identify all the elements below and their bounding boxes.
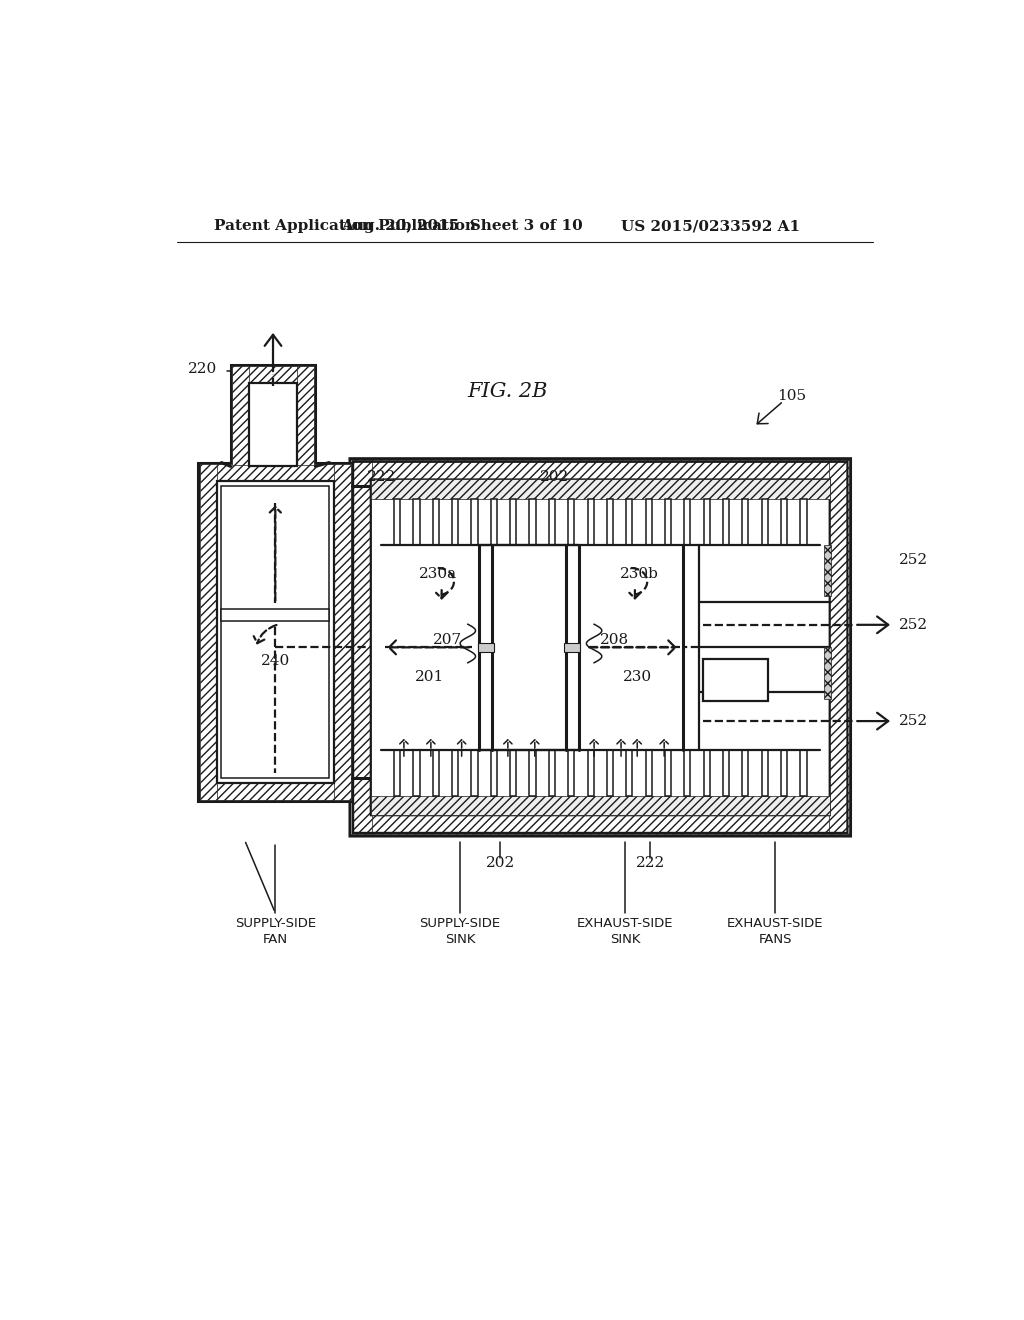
Bar [588,750,594,796]
Bar [607,750,613,796]
Bar [801,499,807,545]
Bar [723,750,729,796]
Bar [199,462,352,801]
Text: 222: 222 [636,855,665,870]
Bar [762,750,768,796]
Bar [433,750,439,796]
Bar [627,750,633,796]
Bar [351,814,849,834]
Text: 230a: 230a [419,568,457,581]
Bar [414,750,420,796]
Text: 202: 202 [541,470,569,484]
Bar [703,750,710,796]
Bar [200,465,351,480]
Text: SUPPLY-SIDE
SINK: SUPPLY-SIDE SINK [420,917,501,946]
Bar [823,647,831,698]
Bar [230,364,315,466]
Bar [607,499,613,545]
Text: Patent Application Publication: Patent Application Publication [214,219,476,234]
Text: 201: 201 [415,669,444,684]
Bar [221,609,330,622]
Text: 230b: 230b [620,568,658,581]
Text: EXHAUST-SIDE
SINK: EXHAUST-SIDE SINK [578,917,674,946]
Bar [351,461,849,480]
Text: 252: 252 [899,714,928,729]
Bar [200,465,217,800]
Bar [371,796,829,816]
Bar [588,499,594,545]
Text: 105: 105 [777,388,807,403]
Text: SUPPLY-SIDE
FAN: SUPPLY-SIDE FAN [234,917,315,946]
Text: 252: 252 [899,553,928,568]
Bar [568,499,574,545]
Bar [781,499,787,545]
Text: 208: 208 [600,632,630,647]
Bar [762,499,768,545]
Bar [221,486,330,779]
Text: 252: 252 [899,618,928,632]
Text: 222: 222 [367,470,396,484]
Bar [723,499,729,545]
Bar [297,367,313,465]
Bar [478,643,494,652]
Bar [564,643,581,652]
Bar [829,461,849,834]
Bar [684,499,690,545]
Bar [742,499,749,545]
Bar [452,499,458,545]
Bar [200,783,351,800]
Bar [568,750,574,796]
Bar [549,750,555,796]
Bar [217,480,334,783]
Bar [742,750,749,796]
Text: 240: 240 [261,655,290,668]
Text: EXHAUST-SIDE
FANS: EXHAUST-SIDE FANS [727,917,823,946]
FancyBboxPatch shape [350,459,851,836]
Bar [549,499,555,545]
Bar [684,750,690,796]
Bar [232,367,313,383]
Text: 207: 207 [433,632,462,647]
Bar [249,383,297,466]
Bar [781,750,787,796]
Text: US 2015/0233592 A1: US 2015/0233592 A1 [622,219,801,234]
Bar [529,750,536,796]
Bar [351,461,372,834]
Bar [510,499,516,545]
Bar [665,499,671,545]
Bar [394,750,400,796]
Text: Aug. 20, 2015  Sheet 3 of 10: Aug. 20, 2015 Sheet 3 of 10 [341,219,583,234]
Bar [529,499,536,545]
Text: 250: 250 [721,673,751,686]
Bar [823,545,831,597]
Bar [490,750,497,796]
Bar [414,499,420,545]
Bar [801,750,807,796]
Text: 230: 230 [624,669,652,684]
Bar [490,499,497,545]
Bar [665,750,671,796]
Bar [703,499,710,545]
Bar [394,499,400,545]
Bar [232,367,249,465]
Bar [334,465,351,800]
Bar [645,499,651,545]
Bar [371,479,829,499]
Bar [510,750,516,796]
Bar [471,750,477,796]
Bar [627,499,633,545]
Bar [645,750,651,796]
Bar [452,750,458,796]
Text: 202: 202 [485,855,515,870]
FancyBboxPatch shape [371,479,829,816]
Text: FIG. 2B: FIG. 2B [468,383,548,401]
Bar [702,659,768,701]
Text: 220: 220 [187,362,217,376]
Bar [471,499,477,545]
Bar [433,499,439,545]
